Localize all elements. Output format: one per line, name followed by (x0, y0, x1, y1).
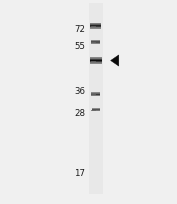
Text: 28: 28 (74, 109, 85, 118)
Bar (90, 60, 102, 61)
Bar (90, 62, 102, 63)
Text: 55: 55 (74, 41, 85, 50)
Text: 72: 72 (74, 25, 85, 34)
Bar (88, 4, 103, 194)
Polygon shape (111, 56, 119, 67)
Text: 36: 36 (74, 86, 85, 95)
Bar (90, 58, 102, 59)
Bar (90, 24, 101, 25)
Bar (90, 61, 102, 62)
Bar (90, 28, 101, 29)
Bar (90, 63, 102, 64)
Bar (90, 26, 101, 27)
Bar (90, 27, 101, 28)
Text: 17: 17 (74, 168, 85, 177)
Bar (90, 59, 102, 60)
Bar (90, 25, 101, 26)
